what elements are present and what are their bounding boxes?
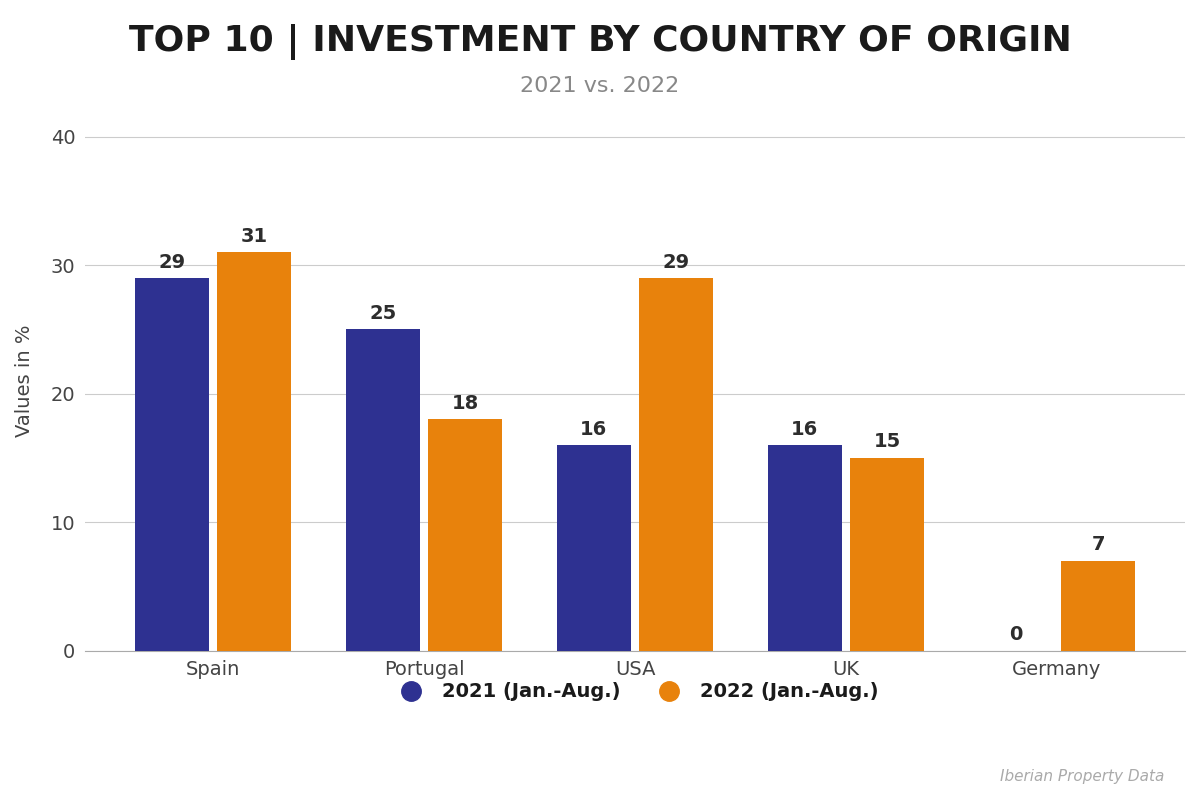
Y-axis label: Values in %: Values in %: [14, 325, 34, 437]
Text: 15: 15: [874, 433, 901, 451]
Text: 25: 25: [370, 304, 396, 323]
Text: 29: 29: [158, 253, 186, 272]
Text: 2021 vs. 2022: 2021 vs. 2022: [521, 76, 679, 96]
Text: 16: 16: [791, 420, 818, 438]
Bar: [136, 278, 209, 650]
Bar: [640, 278, 713, 650]
Text: 0: 0: [1009, 626, 1022, 644]
Text: 29: 29: [662, 253, 690, 272]
Bar: [850, 458, 924, 650]
Legend: 2021 (Jan.-Aug.), 2022 (Jan.-Aug.): 2021 (Jan.-Aug.), 2022 (Jan.-Aug.): [382, 673, 888, 711]
Bar: [557, 445, 631, 650]
Bar: [217, 252, 292, 650]
Text: 7: 7: [1091, 535, 1105, 554]
Text: 18: 18: [451, 394, 479, 413]
Text: 31: 31: [241, 227, 268, 246]
Text: Iberian Property Data: Iberian Property Data: [1000, 769, 1164, 784]
Bar: [1061, 561, 1135, 650]
Bar: [346, 330, 420, 650]
Bar: [428, 419, 502, 650]
Bar: [768, 445, 841, 650]
Text: TOP 10 | INVESTMENT BY COUNTRY OF ORIGIN: TOP 10 | INVESTMENT BY COUNTRY OF ORIGIN: [128, 24, 1072, 60]
Text: 16: 16: [581, 420, 607, 438]
